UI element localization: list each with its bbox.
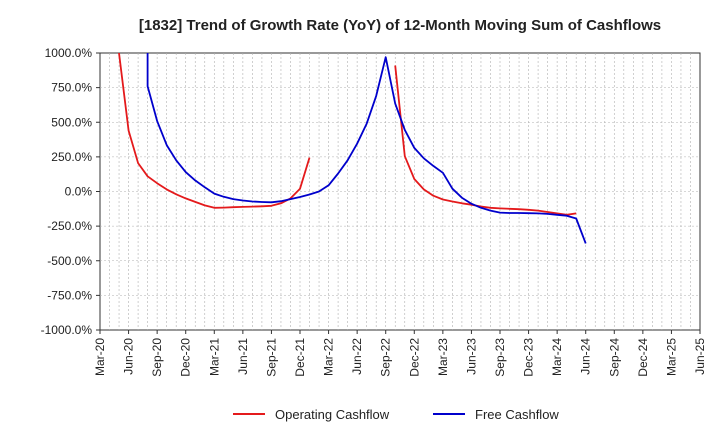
y-tick-label: 250.0% — [51, 150, 92, 164]
x-tick-label: Dec-21 — [293, 338, 307, 377]
x-tick-label: Jun-21 — [236, 338, 250, 375]
x-axis-tick-labels: Mar-20 Jun-20 Sep-20 Dec-20 Mar-21 Jun-21 Sep-… — [93, 330, 707, 377]
free-cashflow-line — [146, 53, 587, 244]
x-tick-label: Sep-23 — [493, 338, 507, 377]
series-lines — [118, 53, 587, 244]
y-axis-tick-labels: 1000.0% 750.0% 500.0% 250.0% 0.0% -250.0% -500… — [41, 46, 100, 337]
x-tick-label: Dec-22 — [407, 338, 421, 377]
y-tick-label: 1000.0% — [45, 46, 93, 60]
chart-title: [1832] Trend of Growth Rate (YoY) of 12-… — [139, 17, 661, 34]
x-tick-label: Mar-23 — [436, 338, 450, 376]
x-tick-label: Dec-24 — [636, 338, 650, 377]
y-tick-label: -1000.0% — [41, 323, 93, 337]
x-tick-label: Jun-24 — [579, 338, 593, 375]
operating-cashflow-line — [118, 53, 311, 209]
horizontal-gridlines — [100, 87, 700, 296]
y-tick-label: 500.0% — [51, 115, 92, 129]
x-tick-label: Sep-24 — [607, 338, 621, 377]
x-tick-label: Mar-22 — [322, 338, 336, 376]
x-tick-label: Jun-23 — [464, 338, 478, 375]
x-tick-label: Mar-24 — [550, 338, 564, 376]
x-tick-label: Jun-20 — [122, 338, 136, 375]
x-tick-label: Sep-22 — [379, 338, 393, 377]
y-tick-label: -750.0% — [47, 288, 92, 302]
legend-label-operating-cashflow: Operating Cashflow — [275, 407, 390, 422]
y-tick-label: 750.0% — [51, 81, 92, 95]
x-tick-label: Mar-20 — [93, 338, 107, 376]
x-tick-label: Dec-23 — [522, 338, 536, 377]
y-tick-label: 0.0% — [65, 185, 93, 199]
operating-cashflow-line — [394, 65, 577, 216]
x-tick-label: Mar-25 — [664, 338, 678, 376]
y-tick-label: -500.0% — [47, 254, 92, 268]
x-tick-label: Dec-20 — [179, 338, 193, 377]
legend-label-free-cashflow: Free Cashflow — [475, 407, 559, 422]
x-tick-label: Jun-25 — [693, 338, 707, 375]
x-tick-label: Mar-21 — [207, 338, 221, 376]
legend: Operating Cashflow Free Cashflow — [233, 407, 559, 422]
x-tick-label: Sep-21 — [264, 338, 278, 377]
x-tick-label: Jun-22 — [350, 338, 364, 375]
x-tick-label: Sep-20 — [150, 338, 164, 377]
y-tick-label: -250.0% — [47, 219, 92, 233]
